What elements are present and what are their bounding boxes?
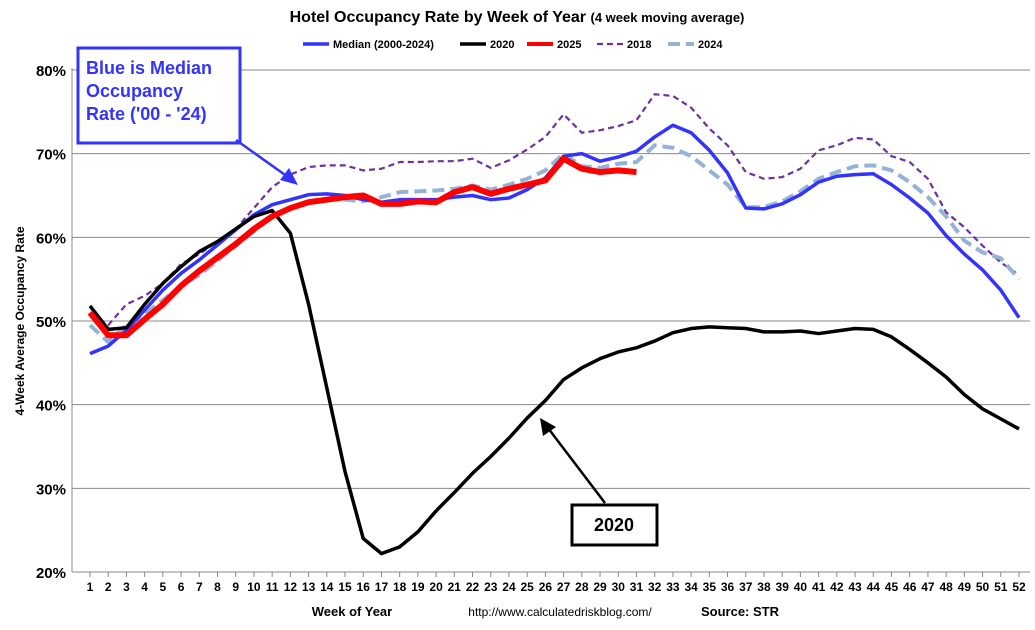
x-tick-label: 18 — [393, 580, 407, 594]
series-2020 — [88, 208, 1020, 556]
x-tick-label: 25 — [520, 580, 534, 594]
x-tick-label: 35 — [703, 580, 717, 594]
median-annotation-text: Rate ('00 - '24) — [86, 104, 207, 124]
source-label: Source: STR — [701, 604, 780, 619]
series-lines — [87, 93, 1021, 556]
x-tick-label: 20 — [429, 580, 443, 594]
y-tick-label: 20% — [36, 565, 66, 582]
x-tick-label: 51 — [994, 580, 1008, 594]
x-tick-label: 3 — [123, 580, 130, 594]
x-tick-label: 50 — [976, 580, 990, 594]
x-tick-label: 1 — [87, 580, 94, 594]
series-2018 — [89, 93, 1020, 327]
x-tick-label: 10 — [247, 580, 261, 594]
x-tick-label: 15 — [338, 580, 352, 594]
median-annotation-text: Blue is Median — [86, 58, 212, 78]
x-tick-label: 47 — [921, 580, 935, 594]
series-2025 — [87, 155, 637, 339]
x-tick-label: 37 — [739, 580, 753, 594]
y-tick-label: 70% — [36, 147, 66, 164]
x-axis-label: Week of Year — [312, 604, 392, 619]
y-axis-ticks: 20% 30% 40% 50% 60% 70% 80% — [36, 63, 66, 582]
arrow-head-icon — [280, 168, 298, 185]
x-tick-label: 26 — [539, 580, 553, 594]
legend: Median (2000-2024) 2020 2025 2018 2024 — [303, 39, 723, 51]
x-tick-label: 34 — [684, 580, 698, 594]
y-tick-label: 30% — [36, 481, 66, 498]
x-tick-label: 30 — [612, 580, 626, 594]
y-axis-label: 4-Week Average Occupancy Rate — [13, 226, 27, 415]
x-tick-label: 21 — [448, 580, 462, 594]
chart-subtitle: (4 week moving average) — [590, 10, 744, 25]
x-tick-label: 14 — [320, 580, 334, 594]
x-tick-label: 12 — [284, 580, 298, 594]
x-tick-label: 44 — [867, 580, 881, 594]
legend-label: Median (2000-2024) — [333, 39, 434, 51]
y-tick-label: 60% — [36, 230, 66, 247]
chart-title: Hotel Occupancy Rate by Week of Year (4 … — [290, 9, 745, 26]
legend-label: 2018 — [627, 39, 651, 51]
x-tick-label: 33 — [666, 580, 680, 594]
series-2024 — [88, 143, 1021, 344]
2020-annotation-box — [570, 503, 659, 547]
x-tick-label: 39 — [776, 580, 790, 594]
x-tick-label: 29 — [593, 580, 607, 594]
x-tick-label: 41 — [812, 580, 826, 594]
median-annotation-box — [76, 46, 242, 145]
x-tick-label: 24 — [502, 580, 516, 594]
annotations: Blue is Median Occupancy Rate ('00 - '24) 2… — [76, 46, 659, 547]
x-axis-ticks: 1 2 3 4 5 6 7 8 9 10 11 12 13 14 15 16 17 18 19 20 21 22 23 24 2… — [87, 572, 1026, 594]
x-tick-label: 31 — [630, 580, 644, 594]
x-tick-label: 32 — [648, 580, 662, 594]
y-tick-label: 50% — [36, 314, 66, 331]
y-tick-label: 80% — [36, 63, 66, 80]
x-tick-label: 23 — [484, 580, 498, 594]
x-tick-label: 38 — [757, 580, 771, 594]
x-tick-label: 5 — [160, 580, 167, 594]
x-tick-label: 48 — [939, 580, 953, 594]
legend-label: 2024 — [698, 39, 723, 51]
x-tick-label: 16 — [357, 580, 371, 594]
median-annotation-arrow — [235, 138, 289, 179]
chart-title-main: Hotel Occupancy Rate by Week of Year — [290, 9, 586, 26]
y-tick-label: 40% — [36, 398, 66, 415]
x-tick-label: 2 — [105, 580, 112, 594]
x-tick-label: 6 — [178, 580, 185, 594]
x-tick-label: 43 — [848, 580, 862, 594]
x-tick-label: 42 — [830, 580, 844, 594]
x-tick-label: 19 — [411, 580, 425, 594]
gridlines — [71, 68, 1030, 573]
x-tick-label: 36 — [721, 580, 735, 594]
x-tick-label: 52 — [1012, 580, 1026, 594]
x-tick-label: 17 — [375, 580, 389, 594]
legend-label: 2020 — [490, 39, 514, 51]
x-tick-label: 8 — [214, 580, 221, 594]
x-tick-label: 13 — [302, 580, 316, 594]
x-tick-label: 11 — [266, 580, 279, 594]
x-tick-label: 28 — [575, 580, 589, 594]
legend-label: 2025 — [557, 39, 581, 51]
source-url: http://www.calculatedriskblog.com/ — [468, 605, 652, 619]
median-annotation-text: Occupancy — [86, 81, 183, 101]
2020-annotation-arrow — [547, 427, 606, 504]
x-tick-label: 45 — [885, 580, 899, 594]
x-tick-label: 4 — [141, 580, 148, 594]
x-tick-label: 22 — [466, 580, 480, 594]
2020-annotation-text: 2020 — [594, 515, 634, 535]
x-tick-label: 27 — [557, 580, 571, 594]
x-tick-label: 49 — [958, 580, 972, 594]
x-tick-label: 40 — [794, 580, 808, 594]
x-tick-label: 46 — [903, 580, 917, 594]
x-tick-label: 9 — [232, 580, 239, 594]
x-tick-label: 7 — [196, 580, 203, 594]
arrow-head-icon — [540, 418, 556, 436]
